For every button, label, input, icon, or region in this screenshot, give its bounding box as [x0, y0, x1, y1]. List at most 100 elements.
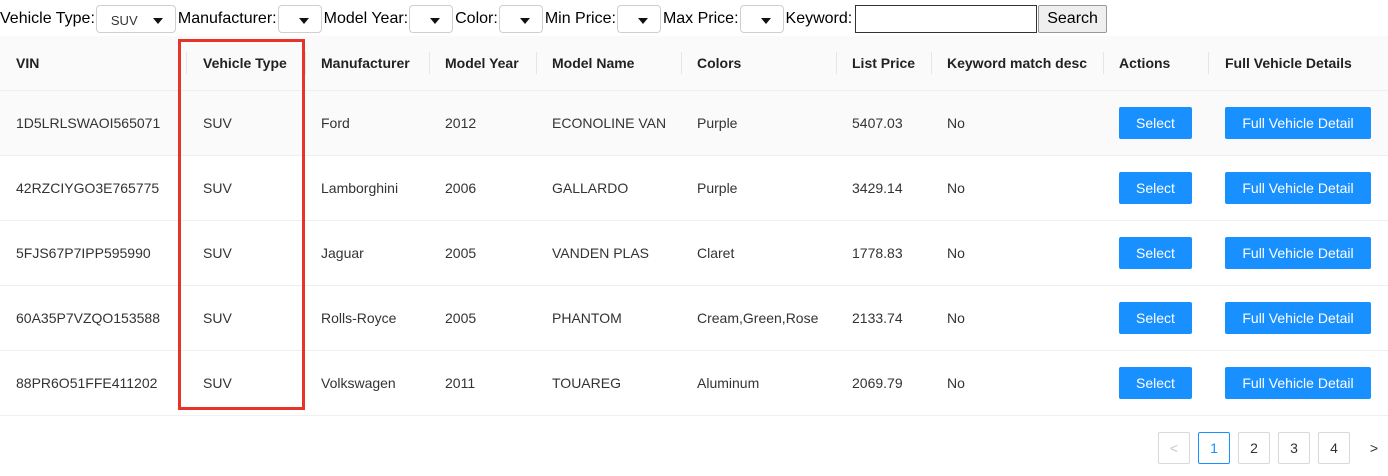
vehicle-type-select[interactable]: SUV: [95, 5, 176, 33]
page-4-button[interactable]: 4: [1318, 432, 1350, 464]
color-label: Color:: [455, 10, 498, 27]
column-header-model-name: Model Name: [552, 55, 635, 71]
vehicle-type-value: SUV: [110, 13, 138, 28]
vehicle-type-cell: SUV: [203, 375, 232, 391]
prev-page-button[interactable]: <: [1158, 432, 1190, 464]
keyword-match-cell: No: [947, 245, 965, 261]
vehicle-type-cell: SUV: [203, 245, 232, 261]
max-price-select[interactable]: [739, 5, 784, 33]
model-name-cell: GALLARDO: [552, 180, 629, 196]
full-vehicle-detail-button[interactable]: Full Vehicle Detail: [1225, 172, 1371, 204]
color-select[interactable]: [498, 5, 543, 33]
vehicle-type-label: Vehicle Type:: [0, 10, 95, 27]
list-price-cell: 1778.83: [852, 245, 903, 261]
column-header-list-price: List Price: [852, 55, 916, 71]
keyword-input[interactable]: [855, 5, 1038, 33]
column-divider: [836, 52, 837, 74]
manufacturer-select[interactable]: [277, 5, 322, 33]
chevron-down-icon: [430, 17, 441, 24]
vehicle-type-cell: SUV: [203, 180, 232, 196]
colors-cell: Cream,Green,Rose: [697, 310, 819, 326]
full-vehicle-detail-button[interactable]: Full Vehicle Detail: [1225, 107, 1371, 139]
chevron-down-icon: [637, 17, 648, 24]
column-divider: [681, 52, 682, 74]
colors-cell: Purple: [697, 115, 738, 131]
keyword-label: Keyword:: [785, 10, 853, 27]
select-button[interactable]: Select: [1119, 107, 1192, 139]
vin-cell: 1D5LRLSWAOI565071: [16, 115, 161, 131]
colors-cell: Purple: [697, 180, 738, 196]
list-price-cell: 2069.79: [852, 375, 903, 391]
chevron-down-icon: [152, 17, 163, 24]
column-header-full-details: Full Vehicle Details: [1225, 55, 1352, 71]
model-year-select[interactable]: [409, 5, 454, 33]
page-3-button[interactable]: 3: [1278, 432, 1310, 464]
column-header-actions: Actions: [1119, 55, 1171, 71]
manufacturer-label: Manufacturer:: [177, 10, 277, 27]
page-2-button[interactable]: 2: [1238, 432, 1270, 464]
table-row: 60A35P7VZQO153588 SUV Rolls-Royce 2005 P…: [0, 286, 1388, 351]
chevron-down-icon: [519, 17, 530, 24]
table-row: 42RZCIYGO3E765775 SUV Lamborghini 2006 G…: [0, 156, 1388, 221]
vin-cell: 88PR6O51FFE411202: [16, 375, 158, 391]
model-year-cell: 2011: [445, 375, 476, 391]
manufacturer-cell: Lamborghini: [321, 180, 399, 196]
select-button[interactable]: Select: [1119, 367, 1192, 399]
chevron-down-icon: [298, 17, 309, 24]
table-row: 88PR6O51FFE411202 SUV Volkswagen 2011 TO…: [0, 351, 1388, 416]
next-page-button[interactable]: >: [1358, 432, 1388, 464]
column-divider: [931, 52, 932, 74]
colors-cell: Claret: [697, 245, 735, 261]
select-button[interactable]: Select: [1119, 172, 1192, 204]
model-year-cell: 2006: [445, 180, 477, 196]
column-header-vin: VIN: [16, 55, 40, 71]
column-header-keyword-match: Keyword match desc: [947, 55, 1088, 71]
list-price-cell: 5407.03: [852, 115, 903, 131]
max-price-label: Max Price:: [662, 10, 739, 27]
column-header-colors: Colors: [697, 55, 742, 71]
vin-cell: 60A35P7VZQO153588: [16, 310, 160, 326]
column-divider: [1103, 52, 1104, 74]
table-row: 1D5LRLSWAOI565071 SUV Ford 2012 ECONOLIN…: [0, 91, 1388, 156]
min-price-select[interactable]: [616, 5, 661, 33]
keyword-match-cell: No: [947, 375, 965, 391]
pagination: < 1 2 3 4 >: [1158, 432, 1388, 464]
manufacturer-cell: Rolls-Royce: [321, 310, 397, 326]
vehicle-type-cell: SUV: [203, 115, 232, 131]
column-divider: [429, 52, 430, 74]
table-header: VIN Vehicle Type Manufacturer Model Year…: [0, 36, 1388, 91]
keyword-match-cell: No: [947, 310, 965, 326]
manufacturer-cell: Jaguar: [321, 245, 364, 261]
model-year-cell: 2005: [445, 245, 477, 261]
search-button[interactable]: Search: [1038, 5, 1107, 33]
select-button[interactable]: Select: [1119, 237, 1192, 269]
full-vehicle-detail-button[interactable]: Full Vehicle Detail: [1225, 367, 1371, 399]
filter-bar: Vehicle Type: SUV Manufacturer: Model Ye…: [0, 4, 1107, 34]
column-header-manufacturer: Manufacturer: [321, 55, 410, 71]
model-name-cell: ECONOLINE VAN: [552, 115, 667, 131]
model-year-label: Model Year:: [323, 10, 409, 27]
column-divider: [1208, 52, 1209, 74]
full-vehicle-detail-button[interactable]: Full Vehicle Detail: [1225, 237, 1371, 269]
list-price-cell: 2133.74: [852, 310, 903, 326]
chevron-down-icon: [760, 17, 771, 24]
vin-cell: 5FJS67P7IPP595990: [16, 245, 151, 261]
model-year-cell: 2012: [445, 115, 477, 131]
column-divider: [305, 52, 306, 74]
manufacturer-cell: Ford: [321, 115, 350, 131]
column-header-vehicle-type: Vehicle Type: [203, 55, 287, 71]
model-name-cell: PHANTOM: [552, 310, 622, 326]
select-button[interactable]: Select: [1119, 302, 1192, 334]
keyword-match-cell: No: [947, 180, 965, 196]
full-vehicle-detail-button[interactable]: Full Vehicle Detail: [1225, 302, 1371, 334]
vehicle-type-cell: SUV: [203, 310, 232, 326]
vin-cell: 42RZCIYGO3E765775: [16, 180, 160, 196]
vehicle-table: VIN Vehicle Type Manufacturer Model Year…: [0, 36, 1388, 416]
min-price-label: Min Price:: [544, 10, 616, 27]
model-year-cell: 2005: [445, 310, 477, 326]
column-header-model-year: Model Year: [445, 55, 519, 71]
keyword-match-cell: No: [947, 115, 965, 131]
colors-cell: Aluminum: [697, 375, 760, 391]
table-row: 5FJS67P7IPP595990 SUV Jaguar 2005 VANDEN…: [0, 221, 1388, 286]
page-1-button[interactable]: 1: [1198, 432, 1230, 464]
